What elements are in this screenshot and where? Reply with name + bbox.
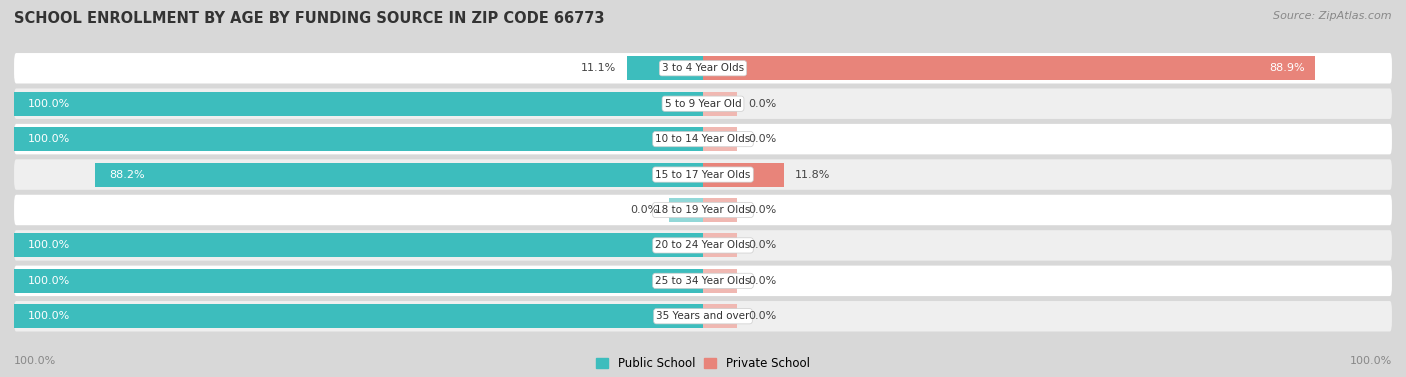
Text: 100.0%: 100.0%	[1350, 356, 1392, 366]
FancyBboxPatch shape	[14, 159, 1392, 190]
Bar	[14, 269, 703, 293]
Text: 0.0%: 0.0%	[748, 134, 776, 144]
Bar	[703, 92, 738, 116]
Bar	[703, 304, 738, 328]
Text: 35 Years and over: 35 Years and over	[657, 311, 749, 321]
Bar	[14, 127, 703, 151]
Text: 5 to 9 Year Old: 5 to 9 Year Old	[665, 99, 741, 109]
Text: 10 to 14 Year Olds: 10 to 14 Year Olds	[655, 134, 751, 144]
Text: 3 to 4 Year Olds: 3 to 4 Year Olds	[662, 63, 744, 73]
Text: 88.9%: 88.9%	[1270, 63, 1305, 73]
FancyBboxPatch shape	[14, 266, 1392, 296]
Text: 100.0%: 100.0%	[14, 356, 56, 366]
Text: 100.0%: 100.0%	[28, 311, 70, 321]
FancyBboxPatch shape	[14, 195, 1392, 225]
Text: 0.0%: 0.0%	[748, 276, 776, 286]
FancyBboxPatch shape	[14, 230, 1392, 261]
Text: 0.0%: 0.0%	[748, 311, 776, 321]
FancyBboxPatch shape	[14, 89, 1392, 119]
Bar	[96, 162, 703, 187]
Text: 15 to 17 Year Olds: 15 to 17 Year Olds	[655, 170, 751, 179]
Text: 100.0%: 100.0%	[28, 134, 70, 144]
Text: SCHOOL ENROLLMENT BY AGE BY FUNDING SOURCE IN ZIP CODE 66773: SCHOOL ENROLLMENT BY AGE BY FUNDING SOUR…	[14, 11, 605, 26]
Bar	[703, 56, 1316, 80]
Text: 18 to 19 Year Olds: 18 to 19 Year Olds	[655, 205, 751, 215]
FancyBboxPatch shape	[14, 53, 1392, 83]
Text: 0.0%: 0.0%	[748, 241, 776, 250]
Bar	[669, 198, 703, 222]
FancyBboxPatch shape	[14, 301, 1392, 331]
Text: 11.1%: 11.1%	[581, 63, 616, 73]
Bar	[703, 269, 738, 293]
Text: Source: ZipAtlas.com: Source: ZipAtlas.com	[1274, 11, 1392, 21]
Text: 88.2%: 88.2%	[110, 170, 145, 179]
Text: 11.8%: 11.8%	[794, 170, 830, 179]
Bar	[627, 56, 703, 80]
Text: 20 to 24 Year Olds: 20 to 24 Year Olds	[655, 241, 751, 250]
Bar	[14, 304, 703, 328]
Legend: Public School, Private School: Public School, Private School	[592, 352, 814, 375]
Bar	[703, 233, 738, 257]
FancyBboxPatch shape	[14, 124, 1392, 154]
Text: 100.0%: 100.0%	[28, 241, 70, 250]
Bar	[14, 233, 703, 257]
Text: 0.0%: 0.0%	[748, 205, 776, 215]
Text: 100.0%: 100.0%	[28, 99, 70, 109]
Bar	[703, 198, 738, 222]
Bar	[14, 92, 703, 116]
Text: 0.0%: 0.0%	[630, 205, 658, 215]
Text: 25 to 34 Year Olds: 25 to 34 Year Olds	[655, 276, 751, 286]
Bar	[703, 162, 785, 187]
Bar	[703, 127, 738, 151]
Text: 0.0%: 0.0%	[748, 99, 776, 109]
Text: 100.0%: 100.0%	[28, 276, 70, 286]
